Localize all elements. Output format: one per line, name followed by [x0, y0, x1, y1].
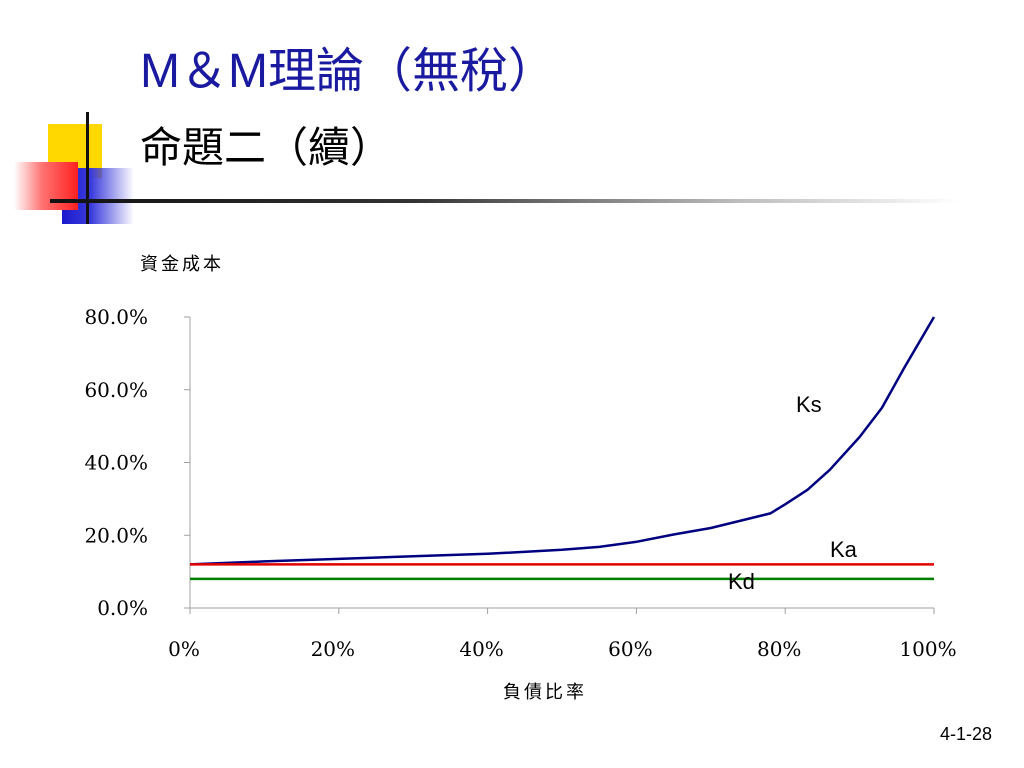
x-tick-label: 20%	[311, 637, 355, 661]
series-label-ks: Ks	[796, 392, 822, 417]
series-label-ka: Ka	[830, 537, 858, 562]
y-tick-label: 0.0%	[97, 596, 148, 620]
y-tick-label: 80.0%	[84, 305, 148, 329]
slide-title: M＆M理論（無稅）	[140, 45, 556, 98]
chart-labels: 0.0% 20.0% 40.0% 60.0% 80.0% 0% 20% 40% 60% 80% 10…	[84, 254, 956, 703]
x-tick-label: 40%	[459, 637, 503, 661]
series-label-kd: Kd	[728, 569, 755, 594]
y-tick-label: 20.0%	[84, 523, 148, 547]
decor-vertical-line	[86, 112, 89, 224]
x-axis-label: 負債比率	[503, 682, 587, 703]
chart-axes	[184, 316, 935, 614]
chart-series	[189, 316, 936, 581]
y-tick-label: 40.0%	[84, 451, 148, 475]
slide-subtitle: 命題二（續）	[140, 123, 393, 172]
x-tick-label: 60%	[608, 637, 652, 661]
series-line-ks	[189, 316, 936, 566]
x-tick-label: 100%	[899, 637, 956, 661]
x-tick-label: 80%	[757, 637, 801, 661]
decor-title-underline	[50, 199, 960, 203]
slide-number: 4-1-28	[939, 724, 992, 744]
y-tick-label: 60.0%	[84, 378, 148, 402]
x-tick-label: 0%	[168, 637, 200, 661]
y-axis-label: 資金成本	[140, 254, 224, 275]
